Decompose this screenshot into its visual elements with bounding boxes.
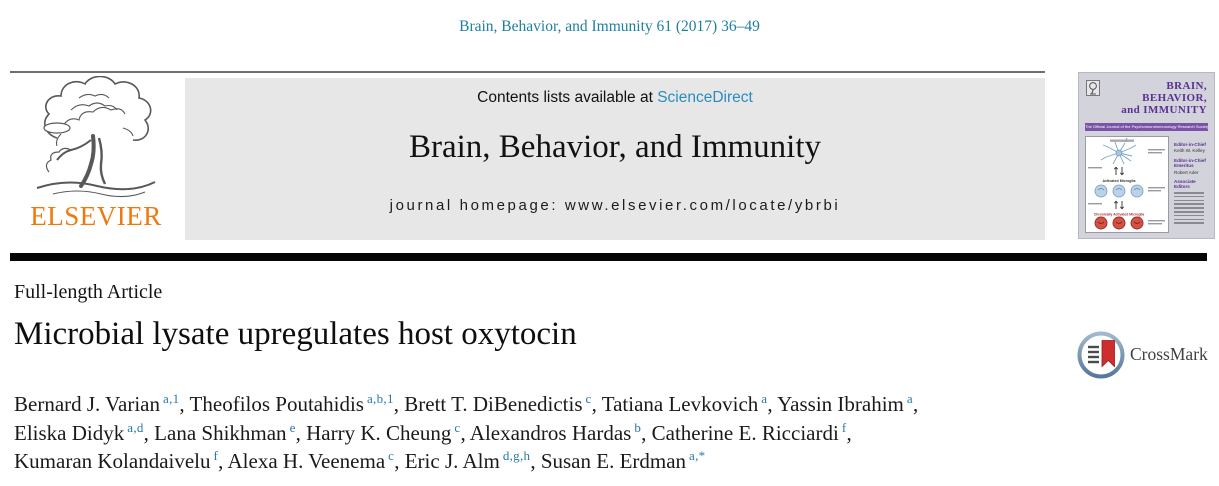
cover-editor-name-bar: [1174, 199, 1204, 202]
author-name: Brett T. DiBenedictis: [404, 392, 583, 416]
crossmark-icon: [1077, 331, 1125, 383]
author-line: Eliska Didyk a,d, Lana Shikhman e, Harry K…: [14, 419, 852, 445]
author-name: Catherine E. Ricciardi: [651, 420, 839, 445]
author-name: Alexa H. Veenema: [227, 449, 386, 473]
cover-label-activated: Activated Microglia: [1103, 179, 1137, 183]
journal-homepage-link[interactable]: journal homepage: www.elsevier.com/locat…: [389, 197, 841, 214]
article-title: Microbial lysate upregulates host oxytoc…: [14, 316, 577, 352]
author-affiliation-sup: a,1: [163, 391, 180, 406]
cover-editor-name-bar: [1174, 222, 1204, 224]
contents-prefix: Contents lists available at: [477, 89, 658, 106]
author-affiliation-sup: a,b,1: [366, 391, 394, 406]
author-name: Theofilos Poutahidis: [189, 392, 364, 416]
cover-title-line: BEHAVIOR,: [1142, 92, 1207, 104]
cover-editor-name-bar: [1174, 210, 1204, 213]
cover-editor-name-bar: [1174, 192, 1204, 194]
header-top-rule: [10, 71, 1045, 73]
author-affiliation-sup: a,d: [127, 419, 144, 435]
author-affiliation-sup: c: [585, 391, 592, 406]
elsevier-wordmark: ELSEVIER: [30, 201, 162, 231]
article-type-label: Full-length Article: [14, 281, 163, 303]
author-list: Bernard J. Varian a,1, Theofilos Poutahid…: [14, 390, 1209, 476]
author-name: Eliska Didyk: [14, 420, 125, 445]
cover-title-line: and IMMUNITY: [1121, 104, 1207, 116]
cover-editor-name-bar: [1174, 214, 1204, 217]
elsevier-tree-icon: [27, 75, 165, 202]
author-affiliation-sup: f: [841, 419, 847, 435]
cover-diagram-panel: Activated Microglia Chronically Activate…: [1085, 136, 1169, 233]
author-name: Lana Shikhman: [154, 420, 287, 445]
author-name: Harry K. Cheung: [306, 420, 452, 445]
cover-editor-name: Keith W. Kelley: [1174, 148, 1205, 154]
elsevier-logo: ELSEVIER: [10, 75, 182, 240]
contents-line: Contents lists available at ScienceDirec…: [185, 89, 1045, 107]
author-affiliation-sup: a: [906, 391, 913, 406]
author-affiliation-sup: c: [388, 448, 395, 463]
cover-label-chronic: Chronically Activated Microglia: [1094, 213, 1144, 217]
author-name: Alexandros Hardas: [469, 420, 632, 445]
journal-title: Brain, Behavior, and Immunity: [408, 129, 822, 165]
sciencedirect-link[interactable]: ScienceDirect: [657, 89, 753, 106]
cover-editors: Editor-in-Chief Keith W. Kelley Editor-in-…: [1174, 138, 1210, 224]
cover-editor-name: Robert Ader: [1174, 169, 1199, 175]
author-affiliation-sup: b: [634, 419, 642, 435]
author-name: Eric J. Alm: [404, 449, 500, 473]
crossmark-label: CrossMark: [1130, 344, 1208, 364]
cover-editor-name-bar: [1174, 195, 1204, 198]
cover-title-line: BRAIN,: [1166, 80, 1207, 92]
cover-editor-role: Editor-in-Chief Emeritus: [1174, 157, 1206, 169]
journal-header-box: Contents lists available at ScienceDirec…: [185, 78, 1045, 240]
article-divider-bar: [10, 253, 1207, 261]
author-name: Susan E. Erdman: [540, 449, 687, 473]
author-affiliation-sup: e: [289, 419, 296, 435]
author-affiliation-sup: a,*: [689, 448, 706, 463]
cover-editor-name-bar: [1174, 203, 1204, 205]
author-affiliation-sup: d,g,h: [502, 448, 531, 463]
crossmark-button[interactable]: CrossMark: [1077, 331, 1217, 379]
cover-editor-name-bar: [1174, 218, 1204, 221]
cover-associate-editors-label: Associate Editors: [1174, 179, 1196, 190]
cover-elsevier-mini-logo-icon: [1086, 80, 1100, 96]
cover-editor-name-bar: [1174, 207, 1204, 209]
author-name: Kumaran Kolandaivelu: [14, 449, 211, 473]
cover-banner: The Official Journal of the Psychoneuroi…: [1085, 123, 1208, 131]
cover-editor-role: Editor-in-Chief: [1174, 142, 1206, 147]
journal-citation: Brain, Behavior, and Immunity 61 (2017) …: [459, 18, 760, 35]
author-name: Yassin Ibrahim: [777, 392, 904, 416]
author-line: Bernard J. Varian a,1, Theofilos Poutahid…: [14, 391, 919, 416]
author-affiliation-sup: f: [213, 448, 219, 463]
author-affiliation-sup: a: [761, 391, 768, 406]
author-name: Tatiana Levkovich: [601, 392, 759, 416]
author-affiliation-sup: c: [454, 419, 461, 435]
journal-cover-thumbnail: BRAIN, BEHAVIOR, and IMMUNITY The Official…: [1078, 72, 1215, 239]
author-line: Kumaran Kolandaivelu f, Alexa H. Veenema c…: [14, 448, 706, 473]
cover-title: BRAIN, BEHAVIOR, and IMMUNITY: [1121, 80, 1207, 116]
author-name: Bernard J. Varian: [14, 392, 160, 416]
